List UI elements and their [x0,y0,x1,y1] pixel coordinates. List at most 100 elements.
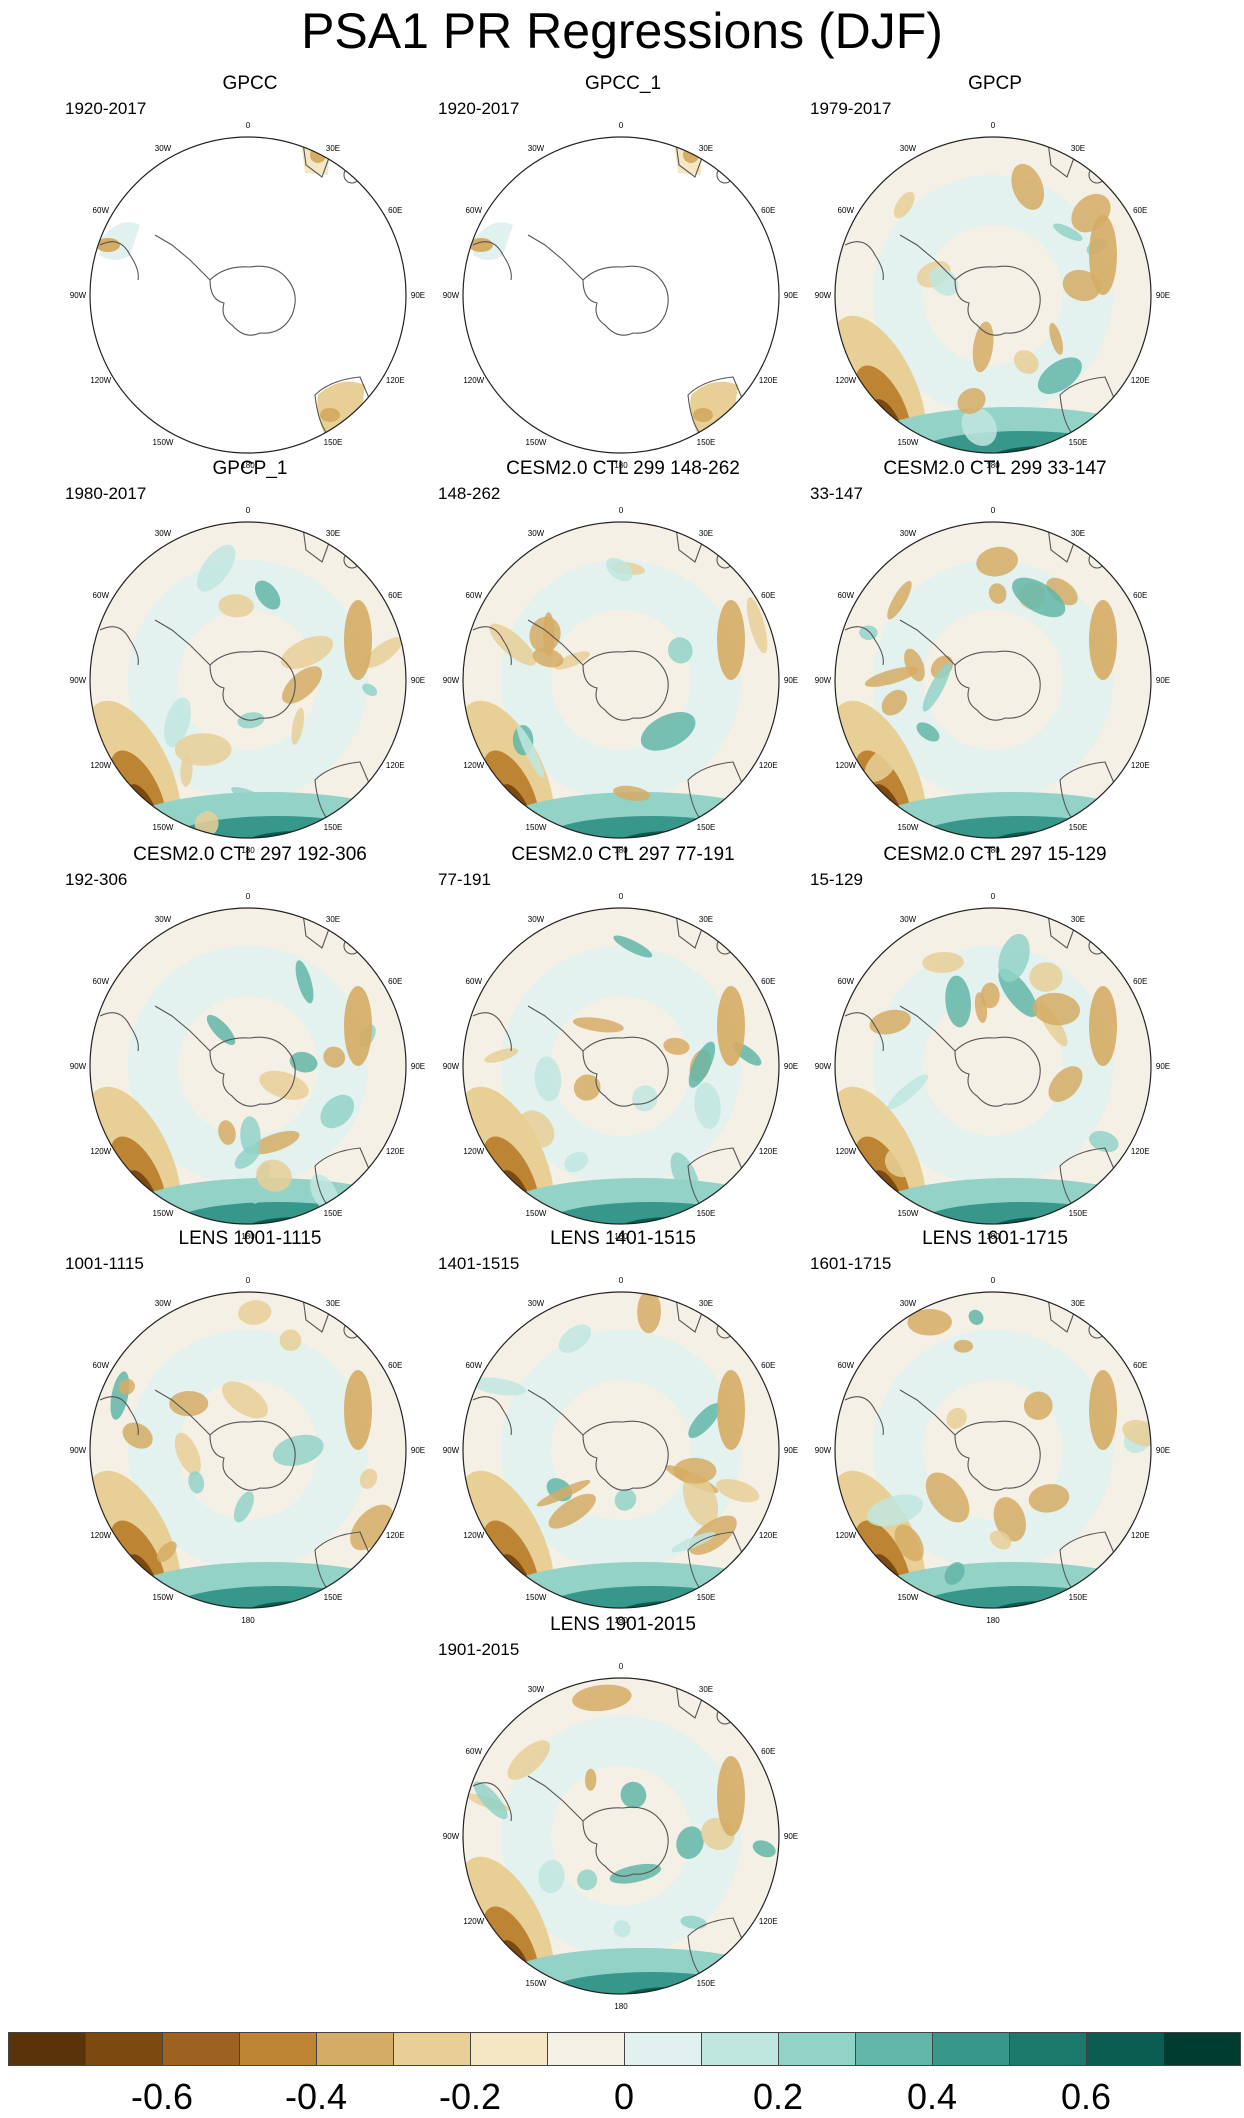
longitude-label: 150W [898,1593,919,1602]
longitude-label: 180 [241,846,255,855]
panel-period: 1001-1115 [65,1254,144,1273]
longitude-label: 150W [153,1593,174,1602]
panel-period: 77-191 [438,870,491,889]
longitude-label: 120E [1131,376,1150,385]
longitude-label: 90E [411,1062,425,1071]
panel-title: GPCP [968,73,1022,94]
panel-title: CESM2.0 CTL 297 15-129 [883,844,1107,865]
longitude-label: 120E [386,1147,405,1156]
longitude-label: 90E [411,676,425,685]
longitude-label: 0 [991,121,996,130]
longitude-label: 90E [784,1832,798,1841]
longitude-label: 60W [93,1361,110,1370]
longitude-label: 60W [466,1361,483,1370]
map-panel: 0 30E 60E 90E 120E 150E 180 150W 120W 90W 60W 30W LE… [438,1228,808,1640]
map-panel: 0 30E 60E 90E 120E 150E 180 150W 120W 90W 60W 30W GP… [438,73,808,485]
map-panel: 0 30E 60E 90E 120E 150E 180 150W 120W 90W 60W 30W CE… [65,844,435,1256]
panel-period: 148-262 [438,484,501,503]
longitude-label: 150W [153,823,174,832]
longitude-label: 90W [815,676,832,685]
longitude-label: 150W [526,438,547,447]
longitude-label: 0 [246,1276,251,1285]
colorbar-tick-label: 0.2 [752,2076,804,2117]
panel-period: 192-306 [65,870,128,889]
longitude-label: 120W [835,376,856,385]
longitude-label: 180 [614,1616,628,1625]
longitude-label: 90W [70,1062,87,1071]
longitude-label: 150E [324,1209,343,1218]
colorbar-tick-label: 0.6 [1060,2076,1112,2117]
longitude-label: 30W [528,529,545,538]
polar-map: 0 30E 60E 90E 120E 150E 180 150W 120W 90W 60W 30W [443,506,798,855]
colorbar-swatch [855,2032,933,2066]
longitude-label: 60W [466,591,483,600]
longitude-label: 60W [838,206,855,215]
longitude-label: 0 [619,1662,624,1671]
longitude-label: 120W [835,1531,856,1540]
longitude-label: 0 [619,1276,624,1285]
longitude-label: 60E [388,1361,402,1370]
colorbar-swatch [1086,2032,1164,2066]
longitude-label: 30W [900,915,917,924]
longitude-label: 60W [838,591,855,600]
longitude-label: 120W [90,1531,111,1540]
longitude-label: 120E [759,761,778,770]
longitude-label: 0 [991,1276,996,1285]
longitude-label: 120W [463,1531,484,1540]
longitude-label: 60W [466,206,483,215]
longitude-label: 30W [528,1685,545,1694]
longitude-label: 120E [1131,761,1150,770]
longitude-label: 30W [155,529,172,538]
longitude-label: 0 [991,892,996,901]
longitude-label: 0 [246,121,251,130]
longitude-label: 90E [784,1446,798,1455]
colorbar-swatch [701,2032,779,2066]
longitude-label: 30W [528,144,545,153]
longitude-label: 90E [1156,1062,1170,1071]
longitude-label: 60W [93,206,110,215]
colorbar-swatch [624,2032,702,2066]
map-panel: 0 30E 60E 90E 120E 150E 180 150W 120W 90W 60W 30W GP… [65,73,435,485]
longitude-label: 30W [900,1299,917,1308]
longitude-label: 30E [699,529,713,538]
longitude-label: 0 [246,892,251,901]
longitude-label: 60W [466,1747,483,1756]
longitude-label: 90E [1156,291,1170,300]
colorbar-swatch [1009,2032,1087,2066]
longitude-label: 150E [1069,1593,1088,1602]
longitude-label: 60W [838,1361,855,1370]
panel-period: 1920-2017 [438,99,520,118]
panel-title: CESM2.0 CTL 297 77-191 [511,844,735,865]
longitude-label: 90W [443,676,460,685]
map-panel: 0 30E 60E 90E 120E 150E 180 150W 120W 90W 60W 30W LE… [438,1614,808,2026]
polar-map: 0 30E 60E 90E 120E 150E 180 150W 120W 90W 60W 30W [815,506,1170,855]
map-panel: 0 30E 60E 90E 120E 150E 180 150W 120W 90W 60W 30W LE… [810,1228,1180,1640]
longitude-label: 120E [386,761,405,770]
longitude-label: 30E [1071,915,1085,924]
panel-title: LENS 1901-2015 [550,1614,696,1635]
colorbar [8,2032,1241,2068]
longitude-label: 60E [761,1361,775,1370]
longitude-label: 30W [155,1299,172,1308]
colorbar-swatch [85,2032,163,2066]
longitude-label: 150W [153,1209,174,1218]
longitude-label: 120W [835,761,856,770]
longitude-label: 30E [326,529,340,538]
longitude-label: 150W [898,438,919,447]
longitude-label: 90E [784,291,798,300]
longitude-label: 180 [986,1232,1000,1241]
longitude-label: 120W [90,761,111,770]
polar-map: 0 30E 60E 90E 120E 150E 180 150W 120W 90W 60W 30W [70,892,425,1241]
map-panel: 0 30E 60E 90E 120E 150E 180 150W 120W 90W 60W 30W CE… [438,844,808,1256]
longitude-label: 120W [90,1147,111,1156]
longitude-label: 150E [697,1593,716,1602]
longitude-label: 0 [991,506,996,515]
longitude-label: 90E [411,291,425,300]
panel-title: CESM2.0 CTL 299 148-262 [506,458,740,479]
longitude-label: 180 [614,846,628,855]
colorbar-swatch [8,2032,86,2066]
longitude-label: 60E [761,591,775,600]
longitude-label: 150W [153,438,174,447]
panel-period: 15-129 [810,870,863,889]
longitude-label: 150W [526,1979,547,1988]
